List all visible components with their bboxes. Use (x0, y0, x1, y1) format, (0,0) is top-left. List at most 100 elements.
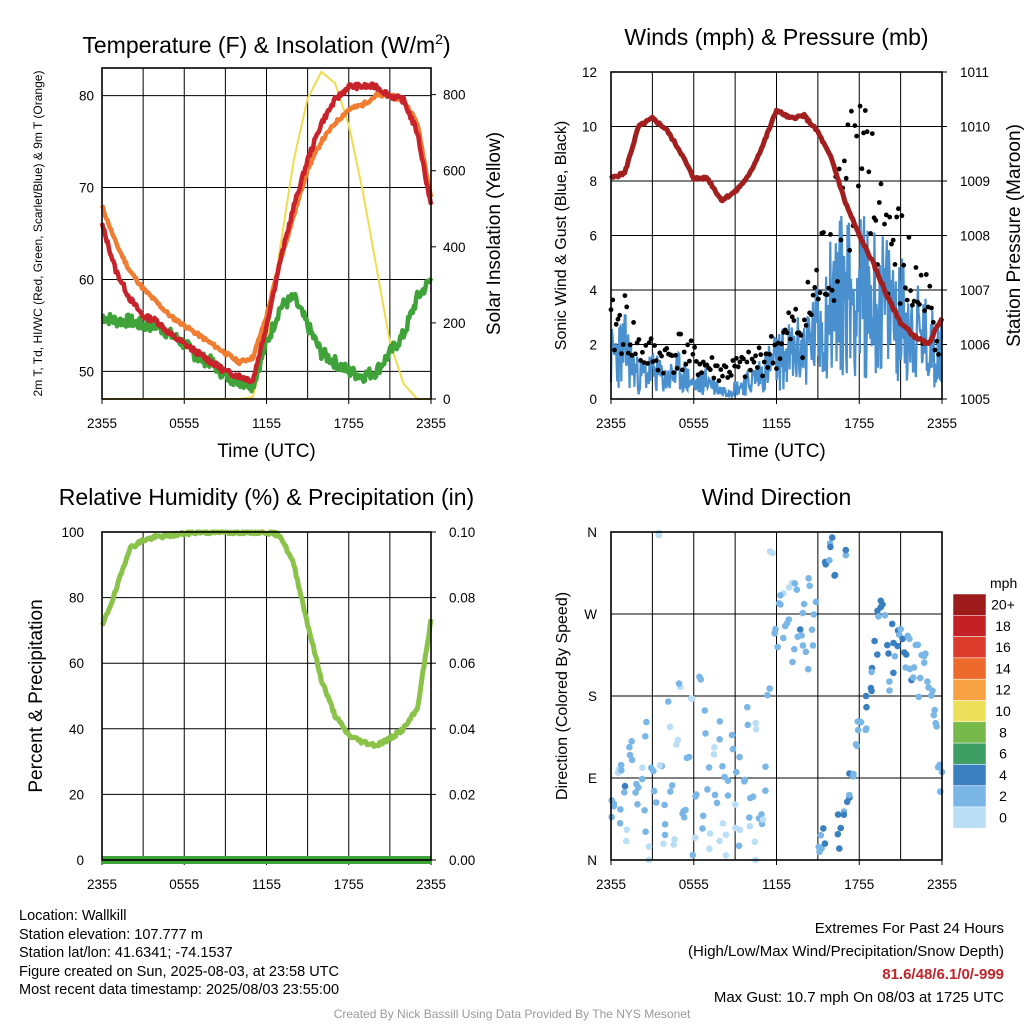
direction-point (643, 718, 650, 726)
direction-point (862, 692, 870, 700)
legend-swatch (952, 806, 987, 829)
direction-point (702, 730, 709, 737)
direction-point (894, 642, 901, 650)
direction-point (785, 584, 793, 591)
direction-point (799, 609, 807, 617)
direction-point (642, 828, 649, 835)
direction-point (699, 825, 706, 832)
direction-point (842, 546, 850, 554)
direction-point (747, 794, 754, 802)
y-tick-label-left: S (588, 689, 597, 704)
x-tick-label: 0555 (679, 877, 709, 892)
direction-point (868, 687, 875, 695)
direction-point (854, 726, 862, 734)
direction-point (722, 831, 730, 838)
direction-point (777, 601, 784, 608)
gust-point (735, 364, 741, 370)
gust-point (800, 355, 805, 361)
extremes-info: Extremes For Past 24 Hours (High/Low/Max… (688, 917, 1004, 1009)
direction-point (704, 786, 711, 793)
direction-point (716, 837, 723, 845)
gust-point (664, 346, 670, 351)
gust-point (779, 341, 785, 347)
direction-point (808, 626, 816, 633)
gust-point (655, 367, 661, 373)
gust-point (805, 279, 811, 285)
gust-point (627, 342, 633, 348)
direction-point (706, 845, 713, 853)
gust-point (669, 353, 675, 359)
chart-title: Relative Humidity (%) & Precipitation (i… (59, 484, 474, 510)
x-tick-label: 1755 (334, 877, 364, 892)
direction-point (874, 651, 881, 658)
gust-point (626, 350, 631, 356)
y-tick-label-left: 60 (79, 272, 94, 287)
y-tick-label-right: 1011 (960, 65, 989, 80)
direction-point (897, 625, 904, 633)
direction-point (863, 703, 870, 711)
x-tick-label: 0555 (169, 416, 199, 431)
gust-point (624, 304, 630, 310)
direction-point (616, 820, 624, 827)
y-tick-label-right: 0.10 (449, 525, 475, 540)
x-axis-label: Time (UTC) (217, 441, 316, 462)
direction-point (806, 582, 813, 590)
legend-label: 2 (999, 788, 1007, 804)
gust-point (862, 108, 868, 113)
gust-point (856, 183, 861, 189)
gust-point (756, 345, 762, 351)
x-tick-label: 2355 (927, 877, 957, 892)
gust-point (828, 232, 833, 237)
direction-point (846, 791, 853, 799)
direction-point (692, 793, 699, 800)
gust-point (788, 336, 793, 342)
gust-point (913, 265, 919, 270)
gust-point (648, 336, 654, 342)
y-tick-label-left: 50 (79, 364, 94, 379)
chart-title: Temperature (F) & Insolation (W/m2) (82, 31, 450, 58)
direction-point (791, 580, 799, 587)
gust-point (829, 287, 835, 293)
direction-point (673, 741, 680, 748)
gust-point (728, 373, 734, 378)
direction-point (724, 777, 732, 784)
legend-swatch (952, 764, 987, 786)
gust-point (808, 312, 814, 318)
gust-point (901, 262, 907, 268)
direction-point (705, 764, 713, 771)
gust-point (767, 351, 772, 357)
gust-point (671, 370, 677, 376)
direction-point (820, 825, 827, 832)
gust-point (824, 292, 830, 298)
x-tick-label: 2355 (416, 877, 446, 892)
direction-point (809, 642, 817, 649)
direction-point (817, 832, 825, 839)
panel-3: 2355 0555 1155 1755 23550204060801000.000.02… (26, 484, 476, 892)
y-tick-label-left: 0 (76, 853, 84, 868)
direction-point (777, 592, 784, 599)
y-tick-label-right: 200 (443, 316, 466, 331)
direction-point (685, 753, 693, 761)
gust-point (791, 318, 797, 323)
direction-point (810, 611, 818, 618)
direction-point (746, 814, 753, 821)
direction-point (610, 802, 618, 810)
gust-point (923, 272, 929, 277)
gust-point (857, 103, 863, 109)
y-tick-label-left: 40 (69, 722, 84, 737)
gust-point (758, 352, 764, 357)
direction-point (650, 787, 658, 795)
gust-point (803, 323, 809, 328)
gust-point (660, 370, 666, 376)
direction-point (729, 745, 737, 753)
y-tick-label-right: 1007 (960, 283, 990, 298)
direction-point (932, 719, 939, 727)
gust-point (741, 356, 746, 362)
legend-label: 16 (995, 639, 1011, 655)
direction-point (711, 744, 718, 751)
extremes-subheading: (High/Low/Max Wind/Precipitation/Snow De… (688, 943, 1004, 960)
direction-point (682, 806, 689, 814)
direction-point (618, 767, 625, 774)
elevation-text: Station elevation: 107.777 m (19, 926, 203, 943)
gust-point (659, 353, 664, 359)
